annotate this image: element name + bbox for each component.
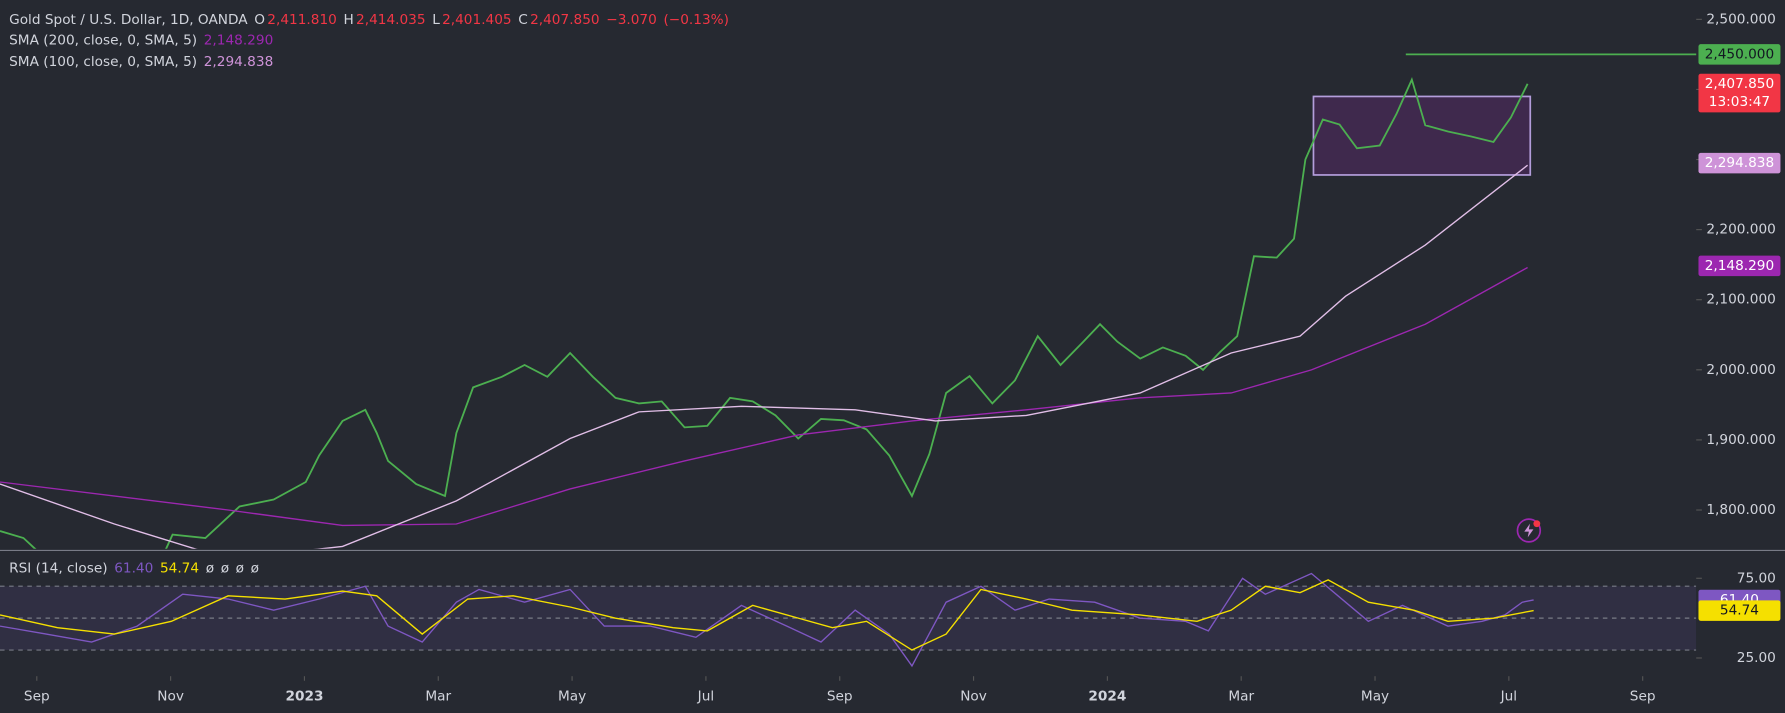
price-tag-label: 54.74 — [1720, 603, 1759, 619]
ohlc-key: O — [254, 11, 266, 28]
ohlc-key: H — [343, 11, 354, 28]
y-tick-label: 2,000.000 — [1706, 362, 1776, 378]
price-tag — [1698, 255, 1781, 277]
series-line — [0, 266, 1528, 527]
price-tag — [1698, 73, 1781, 113]
countdown: 13:03:47 — [1709, 94, 1770, 110]
indicator-name: SMA (200, close, 0, SMA, 5) — [9, 31, 198, 48]
ohlc-value: 2,414.035 — [356, 11, 426, 28]
indicator-name: SMA (100, close, 0, SMA, 5) — [9, 53, 198, 70]
change: −3.070 — [606, 11, 657, 28]
sma100-legend: SMA (100, close, 0, SMA, 5) 2,294.838 — [9, 54, 275, 70]
x-tick-label: May — [558, 689, 586, 705]
series-line — [0, 572, 1534, 668]
y-tick-label: 1,800.000 — [1706, 502, 1776, 518]
price-tag-label: 2,294.838 — [1705, 155, 1775, 171]
x-tick-label: Mar — [425, 689, 451, 705]
x-tick-label: Sep — [24, 689, 50, 705]
indicator-value: 2,148.290 — [203, 31, 274, 48]
x-tick-label: Jul — [1500, 689, 1517, 705]
price-tag — [1698, 600, 1781, 621]
y-tick-label: 75.00 — [1737, 570, 1776, 586]
indicator-value: 61.40 — [114, 560, 154, 577]
y-tick-label: 2,500.000 — [1706, 11, 1776, 27]
extra: ø — [250, 560, 260, 577]
x-tick-label: Jul — [697, 689, 714, 705]
x-tick-label: Sep — [827, 689, 853, 705]
symbol-legend: Gold Spot / U.S. Dollar, 1D, OANDA O 2,41… — [9, 11, 731, 27]
price-tag — [1698, 44, 1781, 65]
series-line — [0, 76, 1529, 549]
ohlc-key: L — [432, 11, 440, 28]
x-tick-label: Mar — [1228, 689, 1254, 705]
pane — [0, 76, 1532, 549]
symbol: Gold Spot / U.S. Dollar, 1D, OANDA — [9, 11, 248, 28]
extra: ø — [235, 560, 245, 577]
x-tick-label: 2023 — [285, 689, 323, 705]
sma200-legend: SMA (200, close, 0, SMA, 5) 2,148.290 — [9, 32, 275, 48]
x-tick-label: Sep — [1630, 689, 1656, 705]
y-tick-label: 2,200.000 — [1706, 222, 1776, 238]
lightning-icon[interactable] — [1516, 518, 1542, 543]
price-tag-label: 2,148.290 — [1705, 258, 1775, 274]
extra: ø — [220, 560, 230, 577]
pane — [0, 572, 1697, 668]
x-tick-label: 2024 — [1088, 689, 1126, 705]
range-box — [1312, 95, 1532, 176]
ohlc-value: 2,407.850 — [530, 11, 600, 28]
x-tick-label: Nov — [157, 689, 184, 705]
x-tick-label: Nov — [960, 689, 987, 705]
y-tick-label: 2,100.000 — [1706, 292, 1776, 308]
indicator-value: 54.74 — [159, 560, 200, 577]
series-line — [0, 579, 1534, 651]
ohlc-value: 2,411.810 — [267, 11, 337, 28]
price-tag-label: 2,407.850 — [1705, 76, 1775, 92]
price-tag — [1698, 152, 1781, 174]
ohlc-value: 2,401.405 — [442, 11, 512, 28]
ohlc-key: C — [518, 11, 528, 28]
indicator-name: RSI (14, close) — [9, 560, 108, 577]
x-tick-label: May — [1361, 689, 1389, 705]
extra: ø — [205, 560, 215, 577]
y-tick-label: 25.00 — [1737, 650, 1776, 666]
price-tag-label: 2,450.000 — [1705, 46, 1775, 62]
y-tick-label: 1,900.000 — [1706, 432, 1776, 448]
indicator-value: 2,294.838 — [203, 53, 274, 70]
series-line — [0, 164, 1529, 549]
rsi-legend: RSI (14, close) 61.40 54.74 ø ø ø ø — [9, 560, 261, 576]
change-pct: (−0.13%) — [663, 11, 729, 28]
